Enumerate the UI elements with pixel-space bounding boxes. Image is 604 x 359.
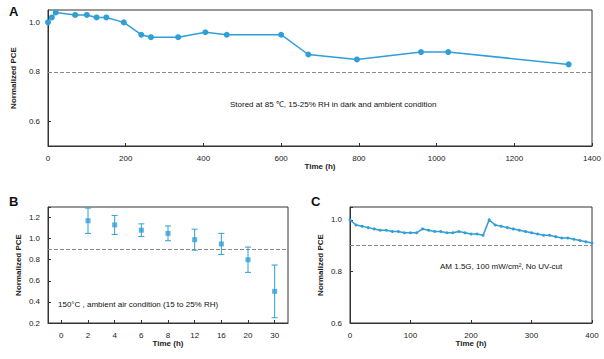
svg-text:16: 16: [217, 331, 226, 340]
svg-text:Time (h): Time (h): [456, 339, 487, 348]
svg-text:Time (h): Time (h): [153, 339, 184, 348]
svg-text:1.0: 1.0: [331, 215, 343, 224]
svg-text:0.2: 0.2: [29, 319, 41, 328]
svg-text:4: 4: [112, 331, 117, 340]
svg-text:0.8: 0.8: [331, 267, 343, 276]
svg-text:1200: 1200: [505, 154, 523, 163]
svg-text:C: C: [311, 194, 321, 209]
svg-text:2: 2: [86, 331, 91, 340]
svg-text:0.8: 0.8: [29, 67, 41, 76]
svg-text:AM 1.5G, 100 mW/cm², No UV-cut: AM 1.5G, 100 mW/cm², No UV-cut: [440, 262, 563, 271]
svg-text:30: 30: [270, 331, 279, 340]
svg-text:0.6: 0.6: [29, 117, 41, 126]
svg-text:150°C , ambient air condition: 150°C , ambient air condition (15 to 25%…: [58, 300, 219, 309]
svg-text:0.8: 0.8: [29, 255, 41, 264]
svg-text:1000: 1000: [428, 154, 446, 163]
svg-text:12: 12: [190, 331, 199, 340]
svg-text:Normalized PCE: Normalized PCE: [14, 233, 23, 295]
svg-text:200: 200: [464, 331, 478, 340]
svg-text:6: 6: [139, 331, 144, 340]
svg-text:A: A: [9, 4, 19, 19]
svg-text:B: B: [9, 194, 18, 209]
svg-text:1.0: 1.0: [29, 234, 41, 243]
svg-text:1.0: 1.0: [29, 18, 41, 27]
svg-text:600: 600: [274, 154, 288, 163]
svg-text:Normalized PCE: Normalized PCE: [316, 233, 325, 295]
svg-text:20: 20: [244, 331, 253, 340]
svg-text:8: 8: [166, 331, 171, 340]
svg-text:200: 200: [119, 154, 133, 163]
svg-text:400: 400: [197, 154, 211, 163]
svg-text:100: 100: [404, 331, 418, 340]
svg-text:0.6: 0.6: [331, 319, 343, 328]
svg-text:300: 300: [525, 331, 539, 340]
svg-text:0.4: 0.4: [29, 297, 41, 306]
svg-text:0: 0: [348, 331, 353, 340]
svg-text:1400: 1400: [583, 154, 601, 163]
svg-text:0: 0: [46, 154, 51, 163]
svg-text:800: 800: [352, 154, 366, 163]
svg-text:Time (h): Time (h): [305, 162, 336, 171]
svg-text:Normalized PCE: Normalized PCE: [9, 46, 18, 108]
svg-text:1.2: 1.2: [29, 213, 41, 222]
svg-text:400: 400: [585, 331, 599, 340]
svg-text:0.6: 0.6: [29, 276, 41, 285]
svg-text:0: 0: [59, 331, 64, 340]
svg-text:Stored at 85 ℃, 15-25% RH in d: Stored at 85 ℃, 15-25% RH in dark and am…: [230, 100, 436, 109]
